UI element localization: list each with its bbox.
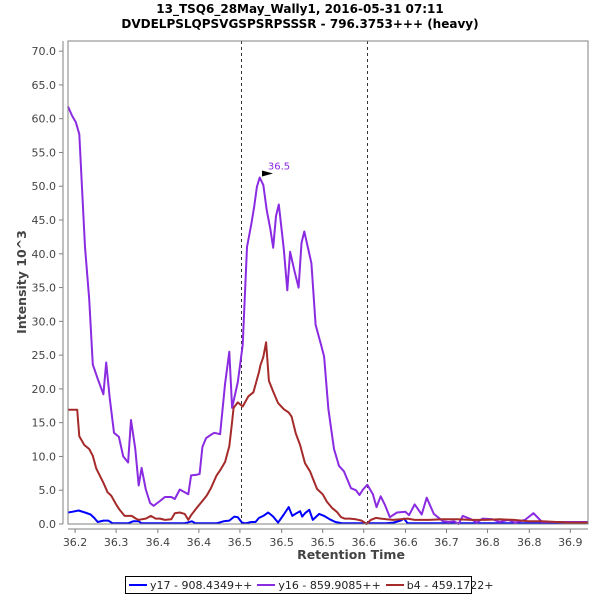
y-tick-label: 65.0 (32, 79, 57, 92)
x-tick-label: 36.5 (310, 536, 335, 549)
y-axis-label: Intensity 10^3 (14, 230, 29, 334)
chart-subtitle: DVDELPSLQPSVGSPSRPSSSR - 796.3753+++ (he… (121, 17, 479, 31)
legend: y17 - 908.4349++ y16 - 859.9085++ b4 - 459… (125, 576, 493, 594)
series-line-y16 (67, 106, 588, 525)
x-axis: 36.2 36.3 36.4 36.4 36.5 36.5 36.5 36.6 36.6 36.7… (63, 529, 583, 549)
y-tick-label: 50.0 (32, 180, 57, 193)
legend-item-y16: y16 - 859.9085++ (257, 578, 381, 592)
chart-title: 13_TSQ6_28May_Wally1, 2016-05-31 07:11 (156, 2, 444, 16)
y-tick-label: 55.0 (32, 146, 57, 159)
y-tick-label: 35.0 (32, 282, 57, 295)
x-tick-label: 36.4 (146, 536, 171, 549)
y-axis: 0.0 5.0 10.0 15.0 20.0 25.0 30.0 35.0 40.0 45.0 50… (32, 45, 63, 531)
legend-swatch (257, 584, 276, 586)
y-tick-label: 10.0 (32, 450, 57, 463)
x-tick-label: 36.4 (187, 536, 212, 549)
x-tick-label: 36.8 (475, 536, 500, 549)
y-tick-label: 40.0 (32, 248, 57, 261)
series-line-y17 (67, 506, 588, 525)
y-tick-label: 15.0 (32, 417, 57, 430)
legend-label: b4 - 459.1722+ (406, 578, 494, 592)
y-tick-label: 0.0 (39, 518, 57, 531)
plot-area (67, 106, 589, 525)
legend-item-y17: y17 - 908.4349++ (129, 579, 252, 592)
x-tick-label: 36.5 (228, 536, 253, 549)
x-tick-label: 36.9 (558, 536, 583, 549)
x-tick-label: 36.7 (434, 536, 459, 549)
legend-swatch (385, 584, 404, 586)
series-line-b4 (68, 341, 588, 525)
x-axis-label: Retention Time (297, 547, 405, 562)
x-tick-label: 36.8 (517, 536, 542, 549)
plot-frame (67, 40, 589, 525)
peak-arrow-icon (262, 170, 273, 177)
x-tick-label: 36.5 (269, 536, 294, 549)
legend-swatch (129, 584, 147, 586)
x-tick-label: 36.6 (393, 536, 418, 549)
legend-item-b4: b4 - 459.1722+ (385, 578, 494, 592)
legend-label: y16 - 859.9085++ (278, 578, 381, 592)
x-tick-label: 36.6 (351, 536, 376, 549)
y-tick-label: 25.0 (32, 349, 57, 362)
y-tick-label: 5.0 (39, 484, 57, 497)
y-tick-label: 45.0 (32, 214, 57, 227)
y-tick-label: 70.0 (32, 45, 57, 58)
peak-label: 36.5 (268, 161, 290, 172)
vertical-markers (241, 41, 368, 524)
y-tick-label: 60.0 (32, 113, 57, 126)
y-tick-label: 30.0 (32, 315, 57, 328)
legend-label: y17 - 908.4349++ (150, 578, 253, 592)
x-tick-label: 36.2 (63, 536, 88, 549)
x-tick-label: 36.3 (104, 536, 129, 549)
y-tick-label: 20.0 (32, 383, 57, 396)
peak-annotation: 36.5 (262, 161, 290, 177)
